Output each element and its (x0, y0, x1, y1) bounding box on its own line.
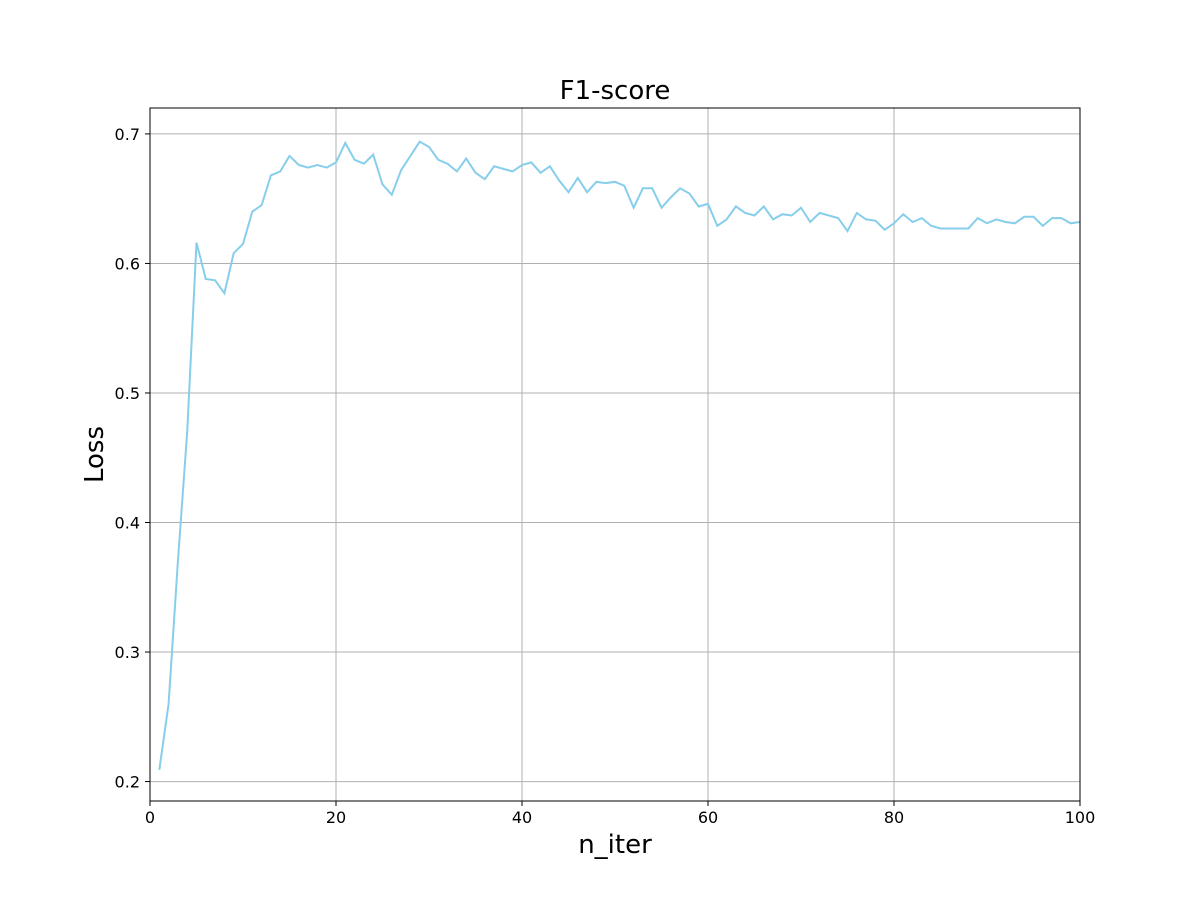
series-layer (158, 140, 1081, 771)
x-tick-label: 0 (145, 808, 155, 827)
f1-score-series-line (158, 140, 1081, 771)
y-tick-label: 0.2 (115, 773, 140, 792)
y-tick-label: 0.5 (115, 384, 140, 403)
plot-frame (149, 107, 1081, 802)
x-tick-label: 20 (326, 808, 346, 827)
y-tick-label: 0.3 (115, 643, 140, 662)
x-axis-label: n_iter (578, 830, 652, 860)
x-tick-label: 40 (512, 808, 532, 827)
grid-lines (149, 108, 1081, 801)
chart-title: F1-score (560, 76, 671, 106)
y-tick-label: 0.7 (115, 125, 140, 144)
x-tick-label: 80 (884, 808, 904, 827)
x-tick-label: 100 (1065, 808, 1096, 827)
x-tick-label: 60 (698, 808, 718, 827)
y-tick-label: 0.4 (115, 514, 140, 533)
y-tick-label: 0.6 (115, 254, 140, 273)
ticks: 0 20 40 60 80 100 0.2 0.3 0.4 0.5 0.6 0.7 (115, 125, 1096, 827)
y-axis-label: Loss (80, 426, 110, 483)
